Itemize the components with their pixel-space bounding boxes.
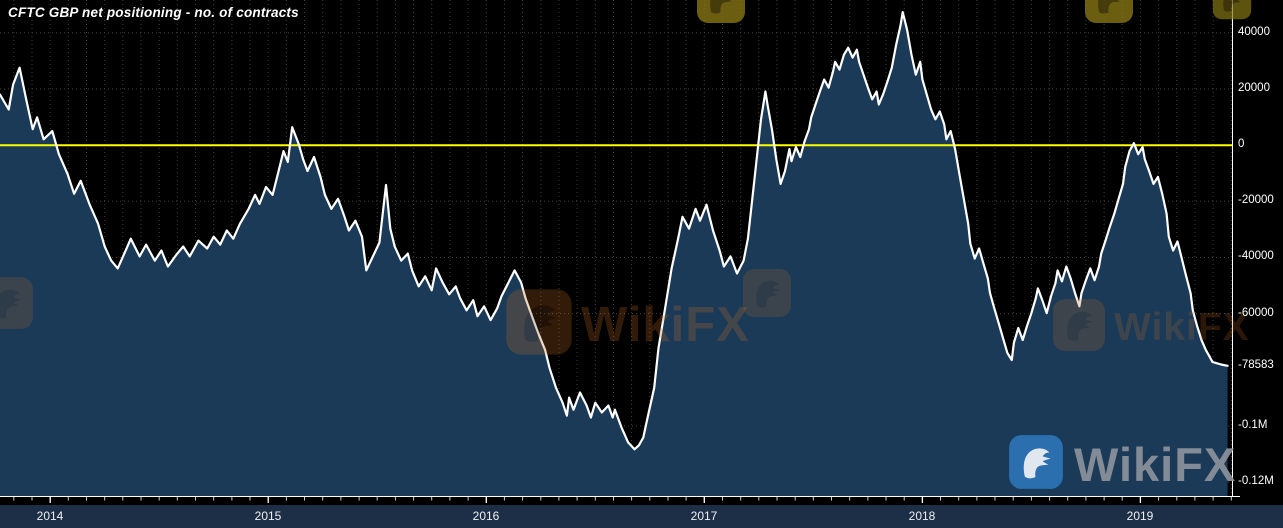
x-axis-label: 2018 xyxy=(908,509,936,523)
y-axis-label: 20000 xyxy=(1238,82,1270,94)
chart-title: CFTC GBP net positioning - no. of contra… xyxy=(8,5,299,20)
x-axis-label: 2019 xyxy=(1126,509,1154,523)
y-axis-label: -0.12M xyxy=(1238,475,1274,487)
y-axis-label: -0.1M xyxy=(1238,419,1268,431)
y-axis-label: -20000 xyxy=(1238,194,1274,206)
y-axis: 40000 20000 0 -20000 -40000 -60000 -0.1M -0.12M… xyxy=(1238,0,1283,497)
x-axis-label: 2014 xyxy=(36,509,64,523)
x-axis-label: 2016 xyxy=(472,509,500,523)
last-value-label: -78583 xyxy=(1238,359,1274,371)
y-axis-label: -40000 xyxy=(1238,250,1274,262)
x-axis-label: 2015 xyxy=(254,509,282,523)
x-axis-label: 2017 xyxy=(690,509,718,523)
x-axis: 2014 2015 2016 2017 2018 2019 xyxy=(0,505,1283,528)
y-axis-label: 0 xyxy=(1238,138,1245,150)
y-axis-label: 40000 xyxy=(1238,26,1270,38)
y-axis-label: -60000 xyxy=(1238,307,1274,319)
